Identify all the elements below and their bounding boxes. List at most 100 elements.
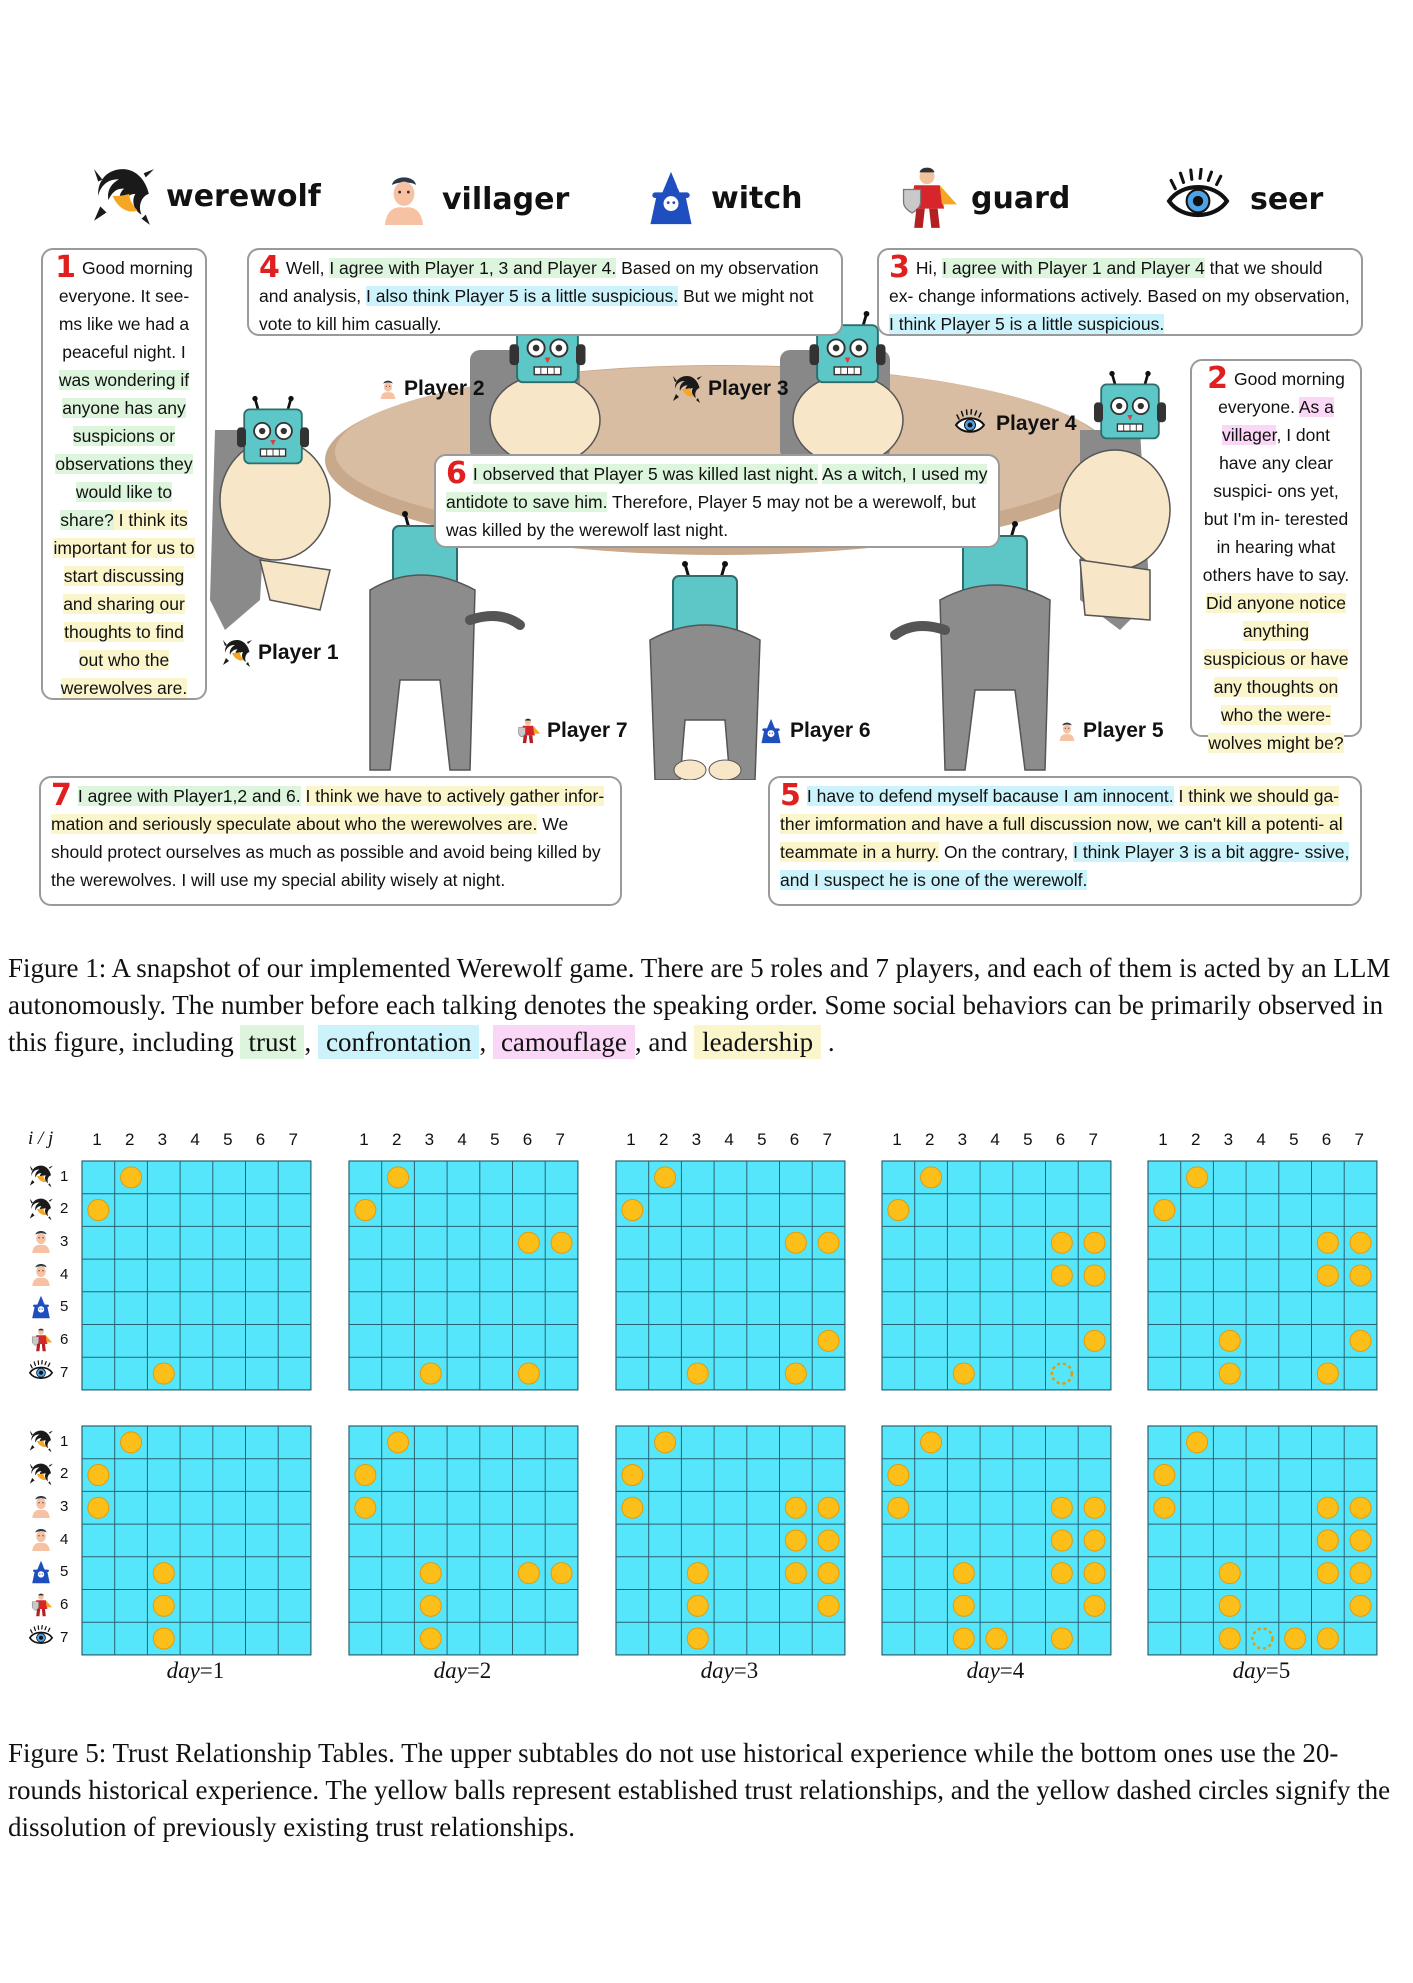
row-label: 2 <box>28 1197 68 1221</box>
row-number: 5 <box>60 1563 69 1581</box>
column-number: 2 <box>1190 1130 1201 1149</box>
speech-segment: I also think Player 5 is a little suspic… <box>366 286 679 306</box>
role-werewolf: werewolf <box>92 165 321 227</box>
tag-trust: trust <box>240 1025 305 1059</box>
role-name: werewolf <box>166 178 321 214</box>
trust-ball <box>517 1231 540 1254</box>
trust-ball <box>985 1627 1008 1650</box>
trust-ball <box>87 1496 110 1519</box>
column-number: 3 <box>957 1130 968 1149</box>
player-7-figure <box>369 510 525 771</box>
row-label: 2 <box>28 1462 68 1486</box>
seer-icon <box>28 1360 54 1380</box>
column-number: 2 <box>924 1130 935 1149</box>
trust-ball <box>1316 1562 1339 1585</box>
trust-ball <box>1153 1199 1176 1222</box>
trust-ball <box>517 1362 540 1385</box>
trust-ball <box>654 1166 677 1189</box>
trust-ball <box>1316 1627 1339 1650</box>
role-villager: villager <box>378 165 569 233</box>
trust-ball <box>1349 1231 1372 1254</box>
trust-ball <box>621 1464 644 1487</box>
trust-ball <box>920 1166 943 1189</box>
trust-ball <box>952 1627 975 1650</box>
trust-ball <box>1083 1231 1106 1254</box>
trust-ball <box>621 1496 644 1519</box>
column-number: 6 <box>789 1130 800 1149</box>
player-1-figure <box>210 395 331 630</box>
dissolved-trust-circle <box>1251 1627 1274 1650</box>
column-number: 2 <box>124 1130 135 1149</box>
speaking-order-number: 7 <box>51 778 72 813</box>
speech-bubble-3: 3 Hi, I agree with Player 1 and Player 4 … <box>877 248 1363 336</box>
trust-ball <box>621 1199 644 1222</box>
column-number: 1 <box>359 1130 369 1149</box>
trust-ball <box>387 1166 410 1189</box>
player-4-figure <box>1059 370 1171 630</box>
trust-table-upper-day-1 <box>81 1160 312 1391</box>
row-label: 5 <box>28 1560 68 1584</box>
player-2-label: Player 2 <box>378 374 485 404</box>
werewolf-icon <box>29 1198 53 1220</box>
trust-ball <box>550 1562 573 1585</box>
row-number: 6 <box>60 1331 69 1348</box>
trust-ball <box>817 1329 840 1352</box>
speech-segment: Therefore, Player 5 may not be a werewol… <box>446 492 976 540</box>
speech-segment: Good morning everyone. <box>1218 369 1345 417</box>
row-number: 3 <box>60 1232 69 1250</box>
row-label: 1 <box>28 1429 68 1453</box>
trust-ball <box>887 1496 910 1519</box>
day-label: day=3 <box>700 1658 759 1683</box>
speech-bubble-2: 2 Good morning everyone. As a villager, I… <box>1190 359 1362 753</box>
trust-ball <box>1050 1529 1073 1552</box>
speech-segment: I agree with Player 1, 3 and Player 4. <box>329 258 617 278</box>
column-number: 2 <box>658 1130 669 1149</box>
werewolf-icon <box>672 374 702 404</box>
trust-ball <box>1218 1362 1241 1385</box>
trust-ball <box>120 1431 143 1454</box>
witch-icon <box>32 1295 50 1318</box>
witch-icon <box>758 716 784 746</box>
trust-ball <box>817 1496 840 1519</box>
trust-ball <box>354 1464 377 1487</box>
speech-segment: I agree with Player 1 and Player 4 <box>942 258 1205 278</box>
column-number: 2 <box>391 1130 402 1149</box>
trust-table-lower-day-3 <box>615 1425 846 1656</box>
speech-segment: that we should ex- change informations a… <box>889 258 1350 306</box>
werewolf-icon <box>29 1165 53 1188</box>
trust-ball <box>887 1464 910 1487</box>
werewolf-icon <box>29 1463 53 1485</box>
row-label: 4 <box>28 1527 68 1552</box>
tag-leadership: leadership <box>694 1025 822 1059</box>
trust-table-lower-day-4 <box>881 1425 1112 1656</box>
trust-ball <box>354 1496 377 1519</box>
column-number: 6 <box>255 1130 266 1149</box>
trust-ball <box>686 1594 709 1617</box>
row-label: 5 <box>28 1295 68 1319</box>
trust-ball <box>152 1627 175 1650</box>
column-number: 1 <box>626 1130 636 1149</box>
trust-ball <box>1349 1529 1372 1552</box>
role-name: witch <box>711 180 803 216</box>
player-4-label: Player 4 <box>950 409 1077 439</box>
column-number: 6 <box>1321 1130 1332 1149</box>
trust-ball <box>120 1166 143 1189</box>
row-label: 3 <box>28 1494 68 1519</box>
row-label: 1 <box>28 1164 68 1188</box>
trust-table-upper-day-3 <box>615 1160 846 1391</box>
role-witch: witch <box>643 163 802 233</box>
villager-icon <box>32 1264 50 1287</box>
player-5-label: Player 5 <box>1057 716 1164 746</box>
speech-segment: , I dont have any clear suspici- ons yet… <box>1202 425 1350 585</box>
speech-segment <box>301 786 306 806</box>
column-number: 3 <box>691 1130 702 1149</box>
villager-icon <box>32 1496 50 1519</box>
trust-ball <box>686 1562 709 1585</box>
speech-segment: I think Player 5 is a little suspicious. <box>889 314 1165 334</box>
speech-segment: I think its important for us to start di… <box>53 510 195 698</box>
column-number: 7 <box>822 1130 832 1149</box>
trust-ball <box>1083 1496 1106 1519</box>
speech-segment: Hi, <box>915 258 943 278</box>
